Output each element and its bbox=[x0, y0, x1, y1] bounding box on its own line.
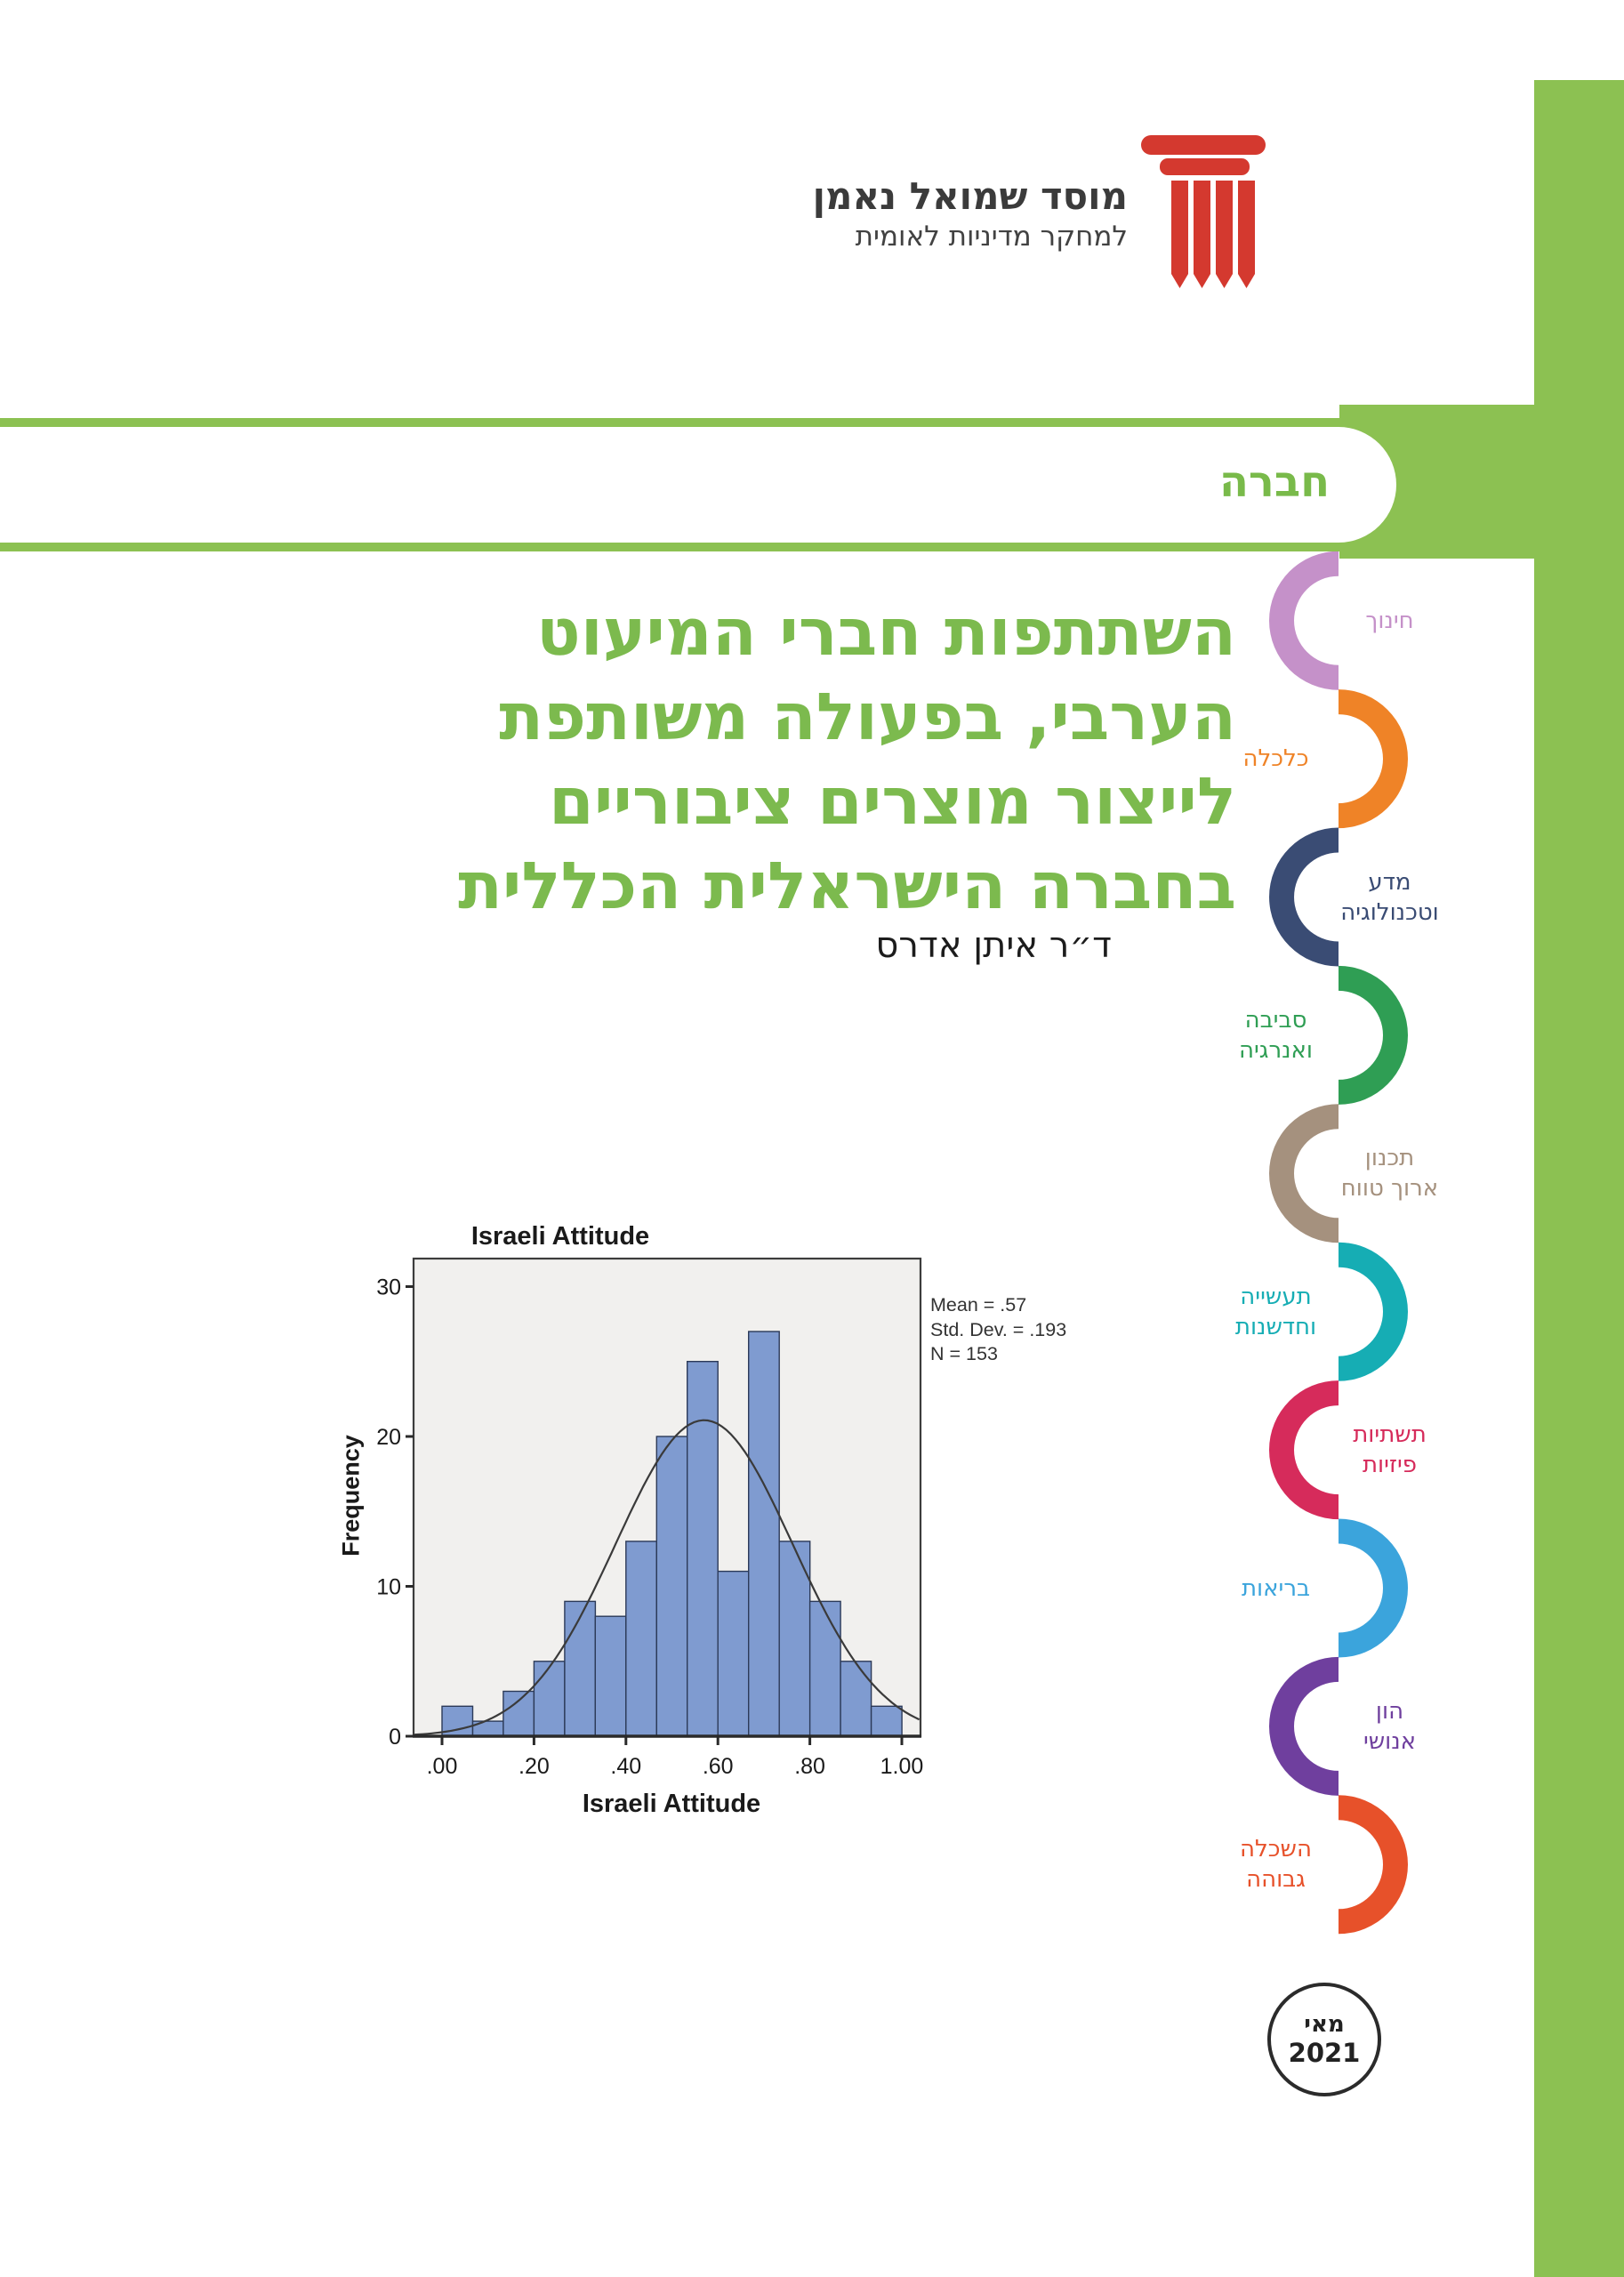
sidebar-item-label-1: חינוך bbox=[1365, 607, 1414, 634]
histogram-bar bbox=[808, 1600, 841, 1737]
histogram-bar bbox=[717, 1570, 750, 1737]
sidebar-arc-10 bbox=[1339, 1795, 1408, 1935]
stat-n: N = 153 bbox=[930, 1343, 998, 1364]
x-tick-label: .00 bbox=[427, 1754, 458, 1779]
histogram-bar bbox=[778, 1541, 811, 1737]
histogram-svg: 0 10 20 30 .00 .20 .40 .60 .80 1.00 bbox=[376, 1257, 924, 1779]
report-title-line: הערבי, בפעולה משותפת bbox=[499, 680, 1236, 755]
sidebar-arc-7 bbox=[1269, 1380, 1339, 1520]
histogram-bar bbox=[594, 1615, 627, 1737]
histogram-bar bbox=[840, 1661, 872, 1737]
report-title-line: בחברה הישראלית הכללית bbox=[458, 849, 1236, 924]
report-title-line: השתתפות חברי המיעוט bbox=[536, 595, 1236, 671]
category-label: חברה bbox=[1218, 457, 1331, 507]
sidebar-arc-8 bbox=[1339, 1518, 1408, 1658]
stat-mean: Mean = .57 bbox=[930, 1294, 1027, 1316]
sidebar-arc-2 bbox=[1339, 689, 1408, 829]
x-tick-label: .80 bbox=[794, 1754, 825, 1779]
sidebar-item-label-8: בריאות bbox=[1241, 1574, 1311, 1602]
institute-name: מוסד שמואל נאמן bbox=[812, 174, 1128, 218]
sidebar-arc-6 bbox=[1339, 1242, 1408, 1381]
sidebar-arc-1 bbox=[1269, 551, 1339, 690]
category-pill bbox=[0, 427, 1396, 543]
chart-title: Israeli Attitude bbox=[470, 1222, 650, 1251]
sidebar-item-label-10: השכלה גבוהה bbox=[1240, 1836, 1312, 1894]
histogram-bar bbox=[655, 1436, 688, 1737]
sidebar-arc-4 bbox=[1339, 965, 1408, 1105]
histogram-bar bbox=[625, 1541, 657, 1737]
sidebar-item-label-9: הון אנושי bbox=[1363, 1697, 1417, 1755]
normal-curve bbox=[413, 1419, 921, 1736]
sidebar-chain: חינוך כלכלה מדע וטכנולוגיה סביבה ואנרגיה תכנון… bbox=[1227, 551, 1624, 1935]
y-tick-label: 0 bbox=[389, 1725, 401, 1750]
author-name: ד״ר איתן אדרס bbox=[875, 925, 1112, 966]
institute-logo-text: מוסד שמואל נאמן למחקר מדיניות לאומית bbox=[812, 174, 1128, 254]
sidebar-arc-3 bbox=[1269, 827, 1339, 967]
x-tick-label: 1.00 bbox=[880, 1754, 924, 1779]
sidebar-arcs bbox=[1269, 551, 1408, 1935]
histogram-bar bbox=[564, 1600, 597, 1737]
sidebar-item-label-3: מדע וטכנולוגיה bbox=[1340, 868, 1439, 926]
x-tick-label: .20 bbox=[519, 1754, 550, 1779]
institute-subtitle: למחקר מדיניות לאומית bbox=[855, 221, 1128, 253]
report-title-line: לייצור מוצרים ציבוריים bbox=[549, 764, 1236, 840]
sidebar-item-label-6: תעשייה וחדשנות bbox=[1234, 1283, 1317, 1340]
x-axis-label: Israeli Attitude bbox=[582, 1790, 761, 1818]
report-title: השתתפות חברי המיעוט הערבי, בפעולה משותפת… bbox=[458, 591, 1236, 929]
date-month: מאי bbox=[1304, 2011, 1345, 2038]
y-tick-label: 20 bbox=[376, 1425, 401, 1450]
date-year: 2021 bbox=[1288, 2038, 1361, 2068]
histogram-bar bbox=[502, 1690, 535, 1737]
sidebar-item-label-7: תשתיות פיזיות bbox=[1353, 1421, 1427, 1479]
histogram-bar bbox=[748, 1331, 780, 1737]
histogram-bar bbox=[687, 1360, 719, 1737]
x-tick-label: .40 bbox=[610, 1754, 641, 1779]
sidebar-item-label-2: כלכלה bbox=[1242, 745, 1309, 773]
x-tick-label: .60 bbox=[703, 1754, 734, 1779]
sidebar-item-label-5: תכנון ארוך טווח bbox=[1340, 1145, 1439, 1203]
histogram-bar bbox=[870, 1705, 903, 1737]
stat-stddev: Std. Dev. = .193 bbox=[930, 1318, 1067, 1340]
sidebar-arc-9 bbox=[1269, 1656, 1339, 1796]
date-stamp: מאי 2021 bbox=[1267, 1983, 1381, 2096]
y-tick-label: 30 bbox=[376, 1275, 401, 1300]
histogram-bar bbox=[533, 1661, 566, 1737]
sidebar-arc-5 bbox=[1269, 1104, 1339, 1243]
y-tick-label: 10 bbox=[376, 1575, 401, 1600]
pillar-icon bbox=[1141, 135, 1266, 288]
y-axis-label: Frequency bbox=[337, 1435, 365, 1557]
chart-stats-box: Mean = .57 Std. Dev. = .193 N = 153 bbox=[930, 1293, 1066, 1367]
sidebar-item-label-4: סביבה ואנרגיה bbox=[1238, 1006, 1314, 1064]
